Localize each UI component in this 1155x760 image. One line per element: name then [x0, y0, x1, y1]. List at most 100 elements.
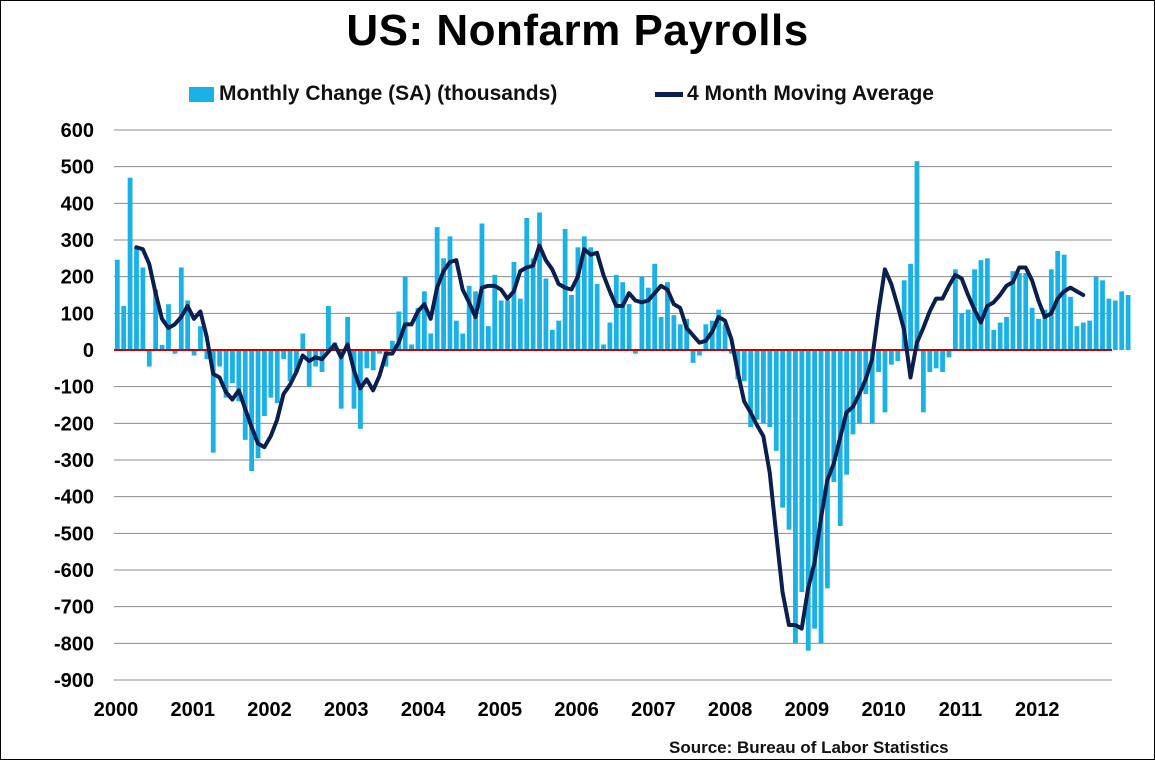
bar: [262, 350, 267, 416]
bar: [639, 276, 645, 350]
bar: [818, 350, 824, 644]
y-tick-label: -800: [54, 633, 94, 655]
y-tick-label: 300: [61, 230, 94, 252]
x-axis-ticks: 2000 2001 2002 2003 2004 2005 2006 2007 2008 2009…: [94, 699, 1060, 721]
bar: [242, 350, 248, 440]
bar: [460, 333, 466, 350]
y-tick-label: 600: [61, 120, 94, 142]
bar: [940, 350, 945, 372]
x-tick-label: 2004: [401, 699, 446, 721]
y-tick-label: -100: [54, 377, 94, 399]
legend-label-moving-average: 4 Month Moving Average: [687, 82, 934, 105]
bar: [300, 333, 306, 350]
bar: [294, 350, 299, 372]
bar: [1080, 322, 1086, 350]
bar: [1004, 317, 1009, 350]
bar: [690, 350, 696, 363]
x-tick-label: 2003: [324, 699, 369, 721]
bar: [729, 350, 734, 354]
bar: [703, 324, 709, 350]
bar: [773, 350, 779, 451]
bar: [114, 259, 120, 350]
bar: [1029, 307, 1035, 350]
bar: [1125, 295, 1131, 350]
bar: [441, 258, 446, 350]
bar: [793, 350, 798, 644]
legend-label-monthly-change: Monthly Change (SA) (thousands): [219, 82, 558, 105]
bar: [658, 317, 664, 350]
bar: [230, 350, 235, 383]
bar: [786, 350, 792, 530]
bar: [485, 326, 491, 350]
bar: [754, 350, 760, 420]
bar: [920, 350, 926, 413]
bar: [722, 324, 728, 350]
bar: [1106, 298, 1112, 350]
bar: [588, 247, 594, 350]
bar: [684, 318, 690, 350]
bar: [345, 317, 351, 350]
bar: [581, 236, 587, 350]
bar: [505, 300, 510, 350]
bar: [761, 350, 766, 424]
bar: [1100, 280, 1105, 350]
bar: [697, 350, 702, 356]
legend-swatch-bar: [189, 86, 214, 102]
bar: [198, 326, 203, 350]
x-tick-label: 2001: [171, 699, 216, 721]
bar: [882, 350, 888, 413]
bar: [377, 350, 382, 354]
bar: [159, 344, 165, 350]
bar: [223, 350, 229, 398]
bar: [524, 218, 530, 350]
bar: [402, 276, 408, 350]
bar: [908, 263, 913, 350]
bar: [613, 274, 619, 350]
bar: [1087, 320, 1093, 350]
bar: [127, 177, 133, 350]
bar: [709, 320, 715, 350]
bar: [601, 344, 606, 350]
bar: [281, 350, 287, 360]
legend-item-monthly-change: Monthly Change (SA) (thousands): [189, 80, 557, 108]
bar: [914, 161, 920, 350]
bar: [652, 263, 658, 350]
bar: [140, 267, 146, 350]
bar: [473, 291, 478, 350]
bar: [236, 350, 242, 402]
x-tick-label: 2011: [939, 699, 982, 721]
bar: [191, 350, 197, 356]
bar: [287, 350, 293, 382]
bar: [453, 320, 459, 350]
bar: [447, 236, 453, 350]
bar: [217, 350, 223, 367]
bar: [876, 350, 881, 372]
bar: [364, 350, 370, 369]
bar: [665, 282, 670, 350]
bar: [1074, 326, 1080, 350]
bar: [767, 350, 773, 427]
source-note: Source: Bureau of Labor Statistics: [669, 738, 949, 757]
bar: [268, 350, 274, 398]
legend: Monthly Change (SA) (thousands) 4 Month …: [0, 80, 1155, 108]
gridlines: [114, 129, 1112, 681]
bar: [326, 306, 331, 350]
bar: [1036, 318, 1041, 350]
y-axis-ticks: 600 500 400 300 200 100 0 -100 -200 -300 -400 -500 -…: [54, 120, 94, 692]
bar: [850, 350, 856, 435]
x-tick-label: 2012: [1015, 699, 1060, 721]
bar: [409, 344, 414, 350]
bar: [991, 329, 997, 350]
y-tick-label: -900: [54, 670, 94, 692]
bar: [933, 350, 939, 369]
y-tick-label: -400: [54, 487, 94, 509]
bar: [607, 322, 613, 350]
bar: [997, 322, 1003, 350]
bar: [1112, 300, 1118, 350]
y-tick-label: 200: [61, 267, 94, 289]
bar: [1068, 296, 1073, 350]
bar: [338, 350, 344, 409]
bar: [1093, 276, 1099, 350]
y-tick-label: 400: [61, 193, 94, 215]
bar: [389, 340, 395, 350]
